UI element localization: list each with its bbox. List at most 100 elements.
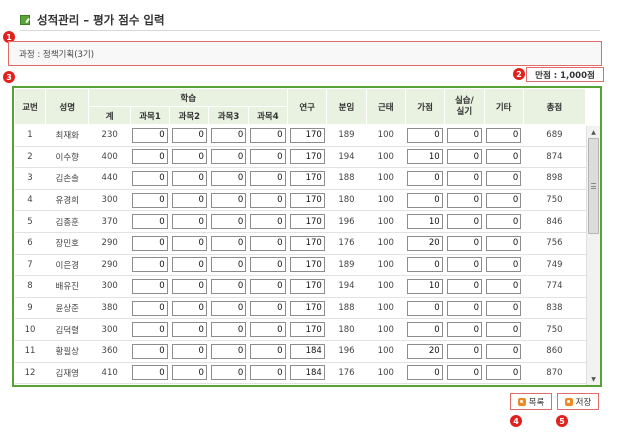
bonus-input[interactable]	[407, 235, 443, 251]
subject1-input[interactable]	[132, 127, 168, 143]
subject1-input[interactable]	[132, 170, 168, 186]
subject3-input[interactable]	[210, 127, 247, 143]
subject2-input[interactable]	[171, 300, 207, 316]
subject4-input[interactable]	[250, 343, 286, 359]
vertical-scrollbar[interactable]: ▲ ▼	[586, 126, 600, 385]
subject4-input[interactable]	[250, 300, 286, 316]
list-button[interactable]: 목록	[510, 393, 552, 410]
scroll-down-icon[interactable]: ▼	[587, 373, 600, 385]
bonus-input[interactable]	[407, 192, 443, 208]
save-button[interactable]: 저장	[557, 393, 599, 410]
bonus-input[interactable]	[407, 170, 443, 186]
subject2-input[interactable]	[171, 235, 207, 251]
research-input[interactable]	[289, 235, 325, 251]
subject4-input[interactable]	[250, 322, 286, 338]
bonus-input[interactable]	[407, 278, 443, 294]
bonus-input[interactable]	[407, 257, 443, 273]
subject1-input[interactable]	[132, 322, 168, 338]
subject2-input[interactable]	[171, 322, 207, 338]
subject4-input[interactable]	[250, 170, 286, 186]
research-input[interactable]	[289, 214, 325, 230]
etc-input[interactable]	[486, 257, 522, 273]
subject2-input[interactable]	[171, 170, 207, 186]
etc-input[interactable]	[486, 149, 522, 165]
research-input[interactable]	[289, 322, 325, 338]
research-input[interactable]	[289, 149, 325, 165]
bonus-input[interactable]	[407, 149, 443, 165]
etc-input[interactable]	[486, 192, 522, 208]
etc-input[interactable]	[486, 278, 522, 294]
practice-input[interactable]	[446, 257, 483, 273]
subject1-input[interactable]	[132, 343, 168, 359]
subject2-input[interactable]	[171, 365, 207, 381]
subject4-input[interactable]	[250, 257, 286, 273]
subject3-input[interactable]	[210, 192, 247, 208]
subject4-input[interactable]	[250, 365, 286, 381]
bonus-input[interactable]	[407, 300, 443, 316]
bonus-input[interactable]	[407, 214, 443, 230]
research-input[interactable]	[289, 300, 325, 316]
subject4-input[interactable]	[250, 192, 286, 208]
subject3-input[interactable]	[210, 149, 247, 165]
subject1-input[interactable]	[132, 365, 168, 381]
subject3-input[interactable]	[210, 278, 247, 294]
scroll-up-icon[interactable]: ▲	[587, 126, 600, 138]
research-input[interactable]	[289, 192, 325, 208]
subject3-input[interactable]	[210, 300, 247, 316]
subject4-input[interactable]	[250, 127, 286, 143]
practice-input[interactable]	[446, 170, 483, 186]
bonus-input[interactable]	[407, 365, 443, 381]
research-input[interactable]	[289, 278, 325, 294]
subject3-input[interactable]	[210, 365, 247, 381]
subject1-input[interactable]	[132, 214, 168, 230]
etc-input[interactable]	[486, 365, 522, 381]
bonus-input[interactable]	[407, 127, 443, 143]
bonus-input[interactable]	[407, 343, 443, 359]
practice-input[interactable]	[446, 214, 483, 230]
research-input[interactable]	[289, 343, 325, 359]
subject4-input[interactable]	[250, 278, 286, 294]
etc-input[interactable]	[486, 214, 522, 230]
subject2-input[interactable]	[171, 149, 207, 165]
subject3-input[interactable]	[210, 214, 247, 230]
subject3-input[interactable]	[210, 343, 247, 359]
scroll-thumb[interactable]	[588, 138, 599, 234]
subject2-input[interactable]	[171, 192, 207, 208]
practice-input[interactable]	[446, 343, 483, 359]
practice-input[interactable]	[446, 235, 483, 251]
subject1-input[interactable]	[132, 257, 168, 273]
subject3-input[interactable]	[210, 235, 247, 251]
etc-input[interactable]	[486, 343, 522, 359]
practice-input[interactable]	[446, 149, 483, 165]
etc-input[interactable]	[486, 322, 522, 338]
subject2-input[interactable]	[171, 343, 207, 359]
subject1-input[interactable]	[132, 235, 168, 251]
bonus-input[interactable]	[407, 322, 443, 338]
etc-input[interactable]	[486, 300, 522, 316]
subject3-input[interactable]	[210, 257, 247, 273]
subject4-input[interactable]	[250, 235, 286, 251]
etc-input[interactable]	[486, 170, 522, 186]
etc-input[interactable]	[486, 235, 522, 251]
subject2-input[interactable]	[171, 127, 207, 143]
research-input[interactable]	[289, 257, 325, 273]
subject2-input[interactable]	[171, 278, 207, 294]
subject1-input[interactable]	[132, 149, 168, 165]
subject4-input[interactable]	[250, 214, 286, 230]
practice-input[interactable]	[446, 322, 483, 338]
research-input[interactable]	[289, 170, 325, 186]
practice-input[interactable]	[446, 365, 483, 381]
subject4-input[interactable]	[250, 149, 286, 165]
subject3-input[interactable]	[210, 170, 247, 186]
research-input[interactable]	[289, 127, 325, 143]
subject2-input[interactable]	[171, 257, 207, 273]
subject1-input[interactable]	[132, 192, 168, 208]
practice-input[interactable]	[446, 192, 483, 208]
research-input[interactable]	[289, 365, 325, 381]
etc-input[interactable]	[486, 127, 522, 143]
practice-input[interactable]	[446, 127, 483, 143]
subject1-input[interactable]	[132, 278, 168, 294]
practice-input[interactable]	[446, 300, 483, 316]
subject2-input[interactable]	[171, 214, 207, 230]
subject1-input[interactable]	[132, 300, 168, 316]
